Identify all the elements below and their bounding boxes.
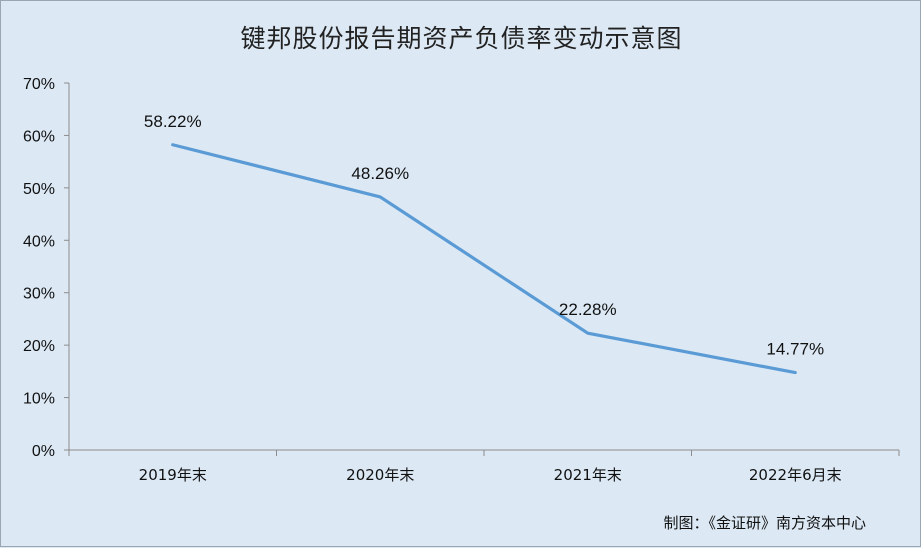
x-tick-label: 2020年末 [346,466,414,484]
x-tick-label: 2021年末 [554,466,622,484]
y-tick-label: 10% [23,391,55,408]
x-tick-label: 2019年末 [139,466,207,484]
y-tick-label: 20% [23,338,55,355]
y-tick-label: 70% [23,76,55,93]
y-tick-label: 30% [23,286,55,303]
data-label: 48.26% [351,164,409,183]
y-tick-label: 0% [32,443,55,460]
y-tick-label: 50% [23,181,55,198]
y-tick-label: 40% [23,233,55,250]
data-label: 58.22% [144,112,202,131]
data-label: 22.28% [559,300,617,319]
y-tick-label: 60% [23,128,55,145]
data-label: 14.77% [766,340,824,359]
source-note: 制图：《金证研》南方资本中心 [663,514,866,532]
series-line [171,143,797,375]
x-tick-label: 2022年6月末 [749,466,842,484]
chart-title: 键邦股份报告期资产负债率变动示意图 [240,24,683,53]
